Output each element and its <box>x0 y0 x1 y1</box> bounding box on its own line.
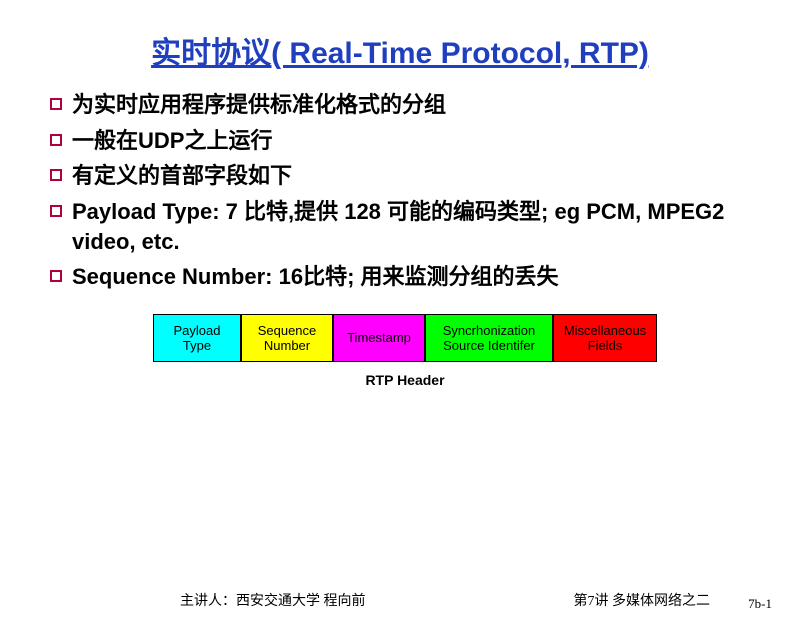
rtp-cell-timestamp: Timestamp <box>333 314 425 362</box>
rtp-cell-misc: MiscellaneousFields <box>553 314 657 362</box>
rtp-caption: RTP Header <box>365 372 444 388</box>
rtp-cell-sync-source: SyncrhonizationSource Identifer <box>425 314 553 362</box>
footer-presenter: 主讲人：西安交通大学 程向前 <box>180 590 366 610</box>
bullet-marker-icon <box>50 169 62 181</box>
bullet-text: 有定义的首部字段如下 <box>72 161 760 191</box>
slide-title: 实时协议( Real-Time Protocol, RTP) <box>0 28 800 72</box>
content-area: 为实时应用程序提供标准化格式的分组 一般在UDP之上运行 有定义的首部字段如下 … <box>50 90 760 388</box>
bullet-item: Payload Type: 7 比特,提供 128 可能的编码类型; eg PC… <box>50 197 760 256</box>
bullet-marker-icon <box>50 134 62 146</box>
rtp-cell-sequence-number: SequenceNumber <box>241 314 333 362</box>
title-text: 实时协议( Real-Time Protocol, RTP) <box>151 37 649 70</box>
bullet-item: Sequence Number: 16比特; 用来监测分组的丢失 <box>50 262 760 292</box>
bullet-text: 为实时应用程序提供标准化格式的分组 <box>72 90 760 120</box>
bullet-marker-icon <box>50 270 62 282</box>
bullet-text: Sequence Number: 16比特; 用来监测分组的丢失 <box>72 262 760 292</box>
bullet-marker-icon <box>50 98 62 110</box>
footer-lecture: 第7讲 多媒体网络之二 <box>574 590 711 610</box>
bullet-marker-icon <box>50 205 62 217</box>
rtp-header-row: PayloadType SequenceNumber Timestamp Syn… <box>153 314 657 362</box>
bullet-text: 一般在UDP之上运行 <box>72 126 760 156</box>
bullet-text: Payload Type: 7 比特,提供 128 可能的编码类型; eg PC… <box>72 197 760 256</box>
bullet-item: 有定义的首部字段如下 <box>50 161 760 191</box>
rtp-header-diagram: PayloadType SequenceNumber Timestamp Syn… <box>50 314 760 388</box>
footer-page-number: 7b-1 <box>748 596 772 612</box>
bullet-item: 为实时应用程序提供标准化格式的分组 <box>50 90 760 120</box>
rtp-cell-payload-type: PayloadType <box>153 314 241 362</box>
bullet-item: 一般在UDP之上运行 <box>50 126 760 156</box>
